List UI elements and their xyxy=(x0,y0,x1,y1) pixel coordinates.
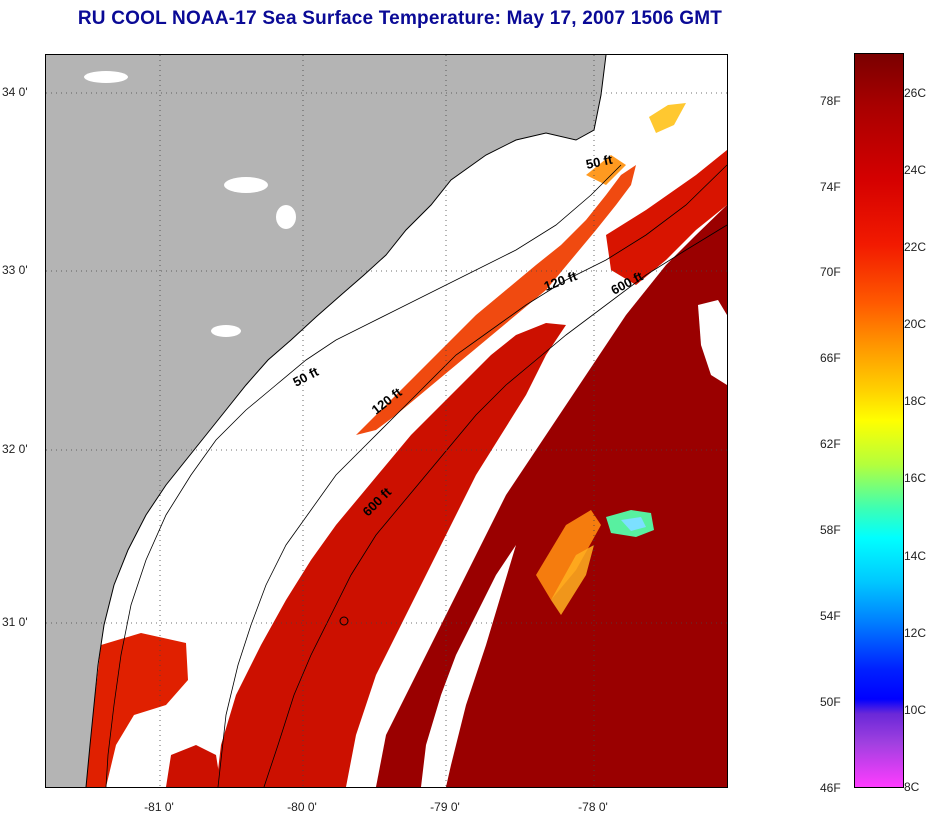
lon-tick-80: -80 0' xyxy=(287,800,317,814)
lat-tick-34: 34 0' xyxy=(2,85,28,99)
contour-50ft xyxy=(105,164,622,787)
colorbar-f-70: 70F xyxy=(820,265,841,279)
coastal-warm-spot xyxy=(649,103,686,133)
land-mass xyxy=(46,55,606,787)
lake xyxy=(211,325,241,337)
shelf-warm-region xyxy=(216,323,566,787)
colorbar-c-18: 18C xyxy=(904,394,927,408)
warm-filament-2 xyxy=(551,545,594,615)
colorbar-f-62: 62F xyxy=(820,437,841,451)
colorbar-f-78: 78F xyxy=(820,94,841,108)
lon-tick-78: -78 0' xyxy=(578,800,608,814)
southwest-warm-patch xyxy=(86,633,188,787)
sst-map-canvas: 50 ft 120 ft 600 ft 50 ft 120 ft 600 ft xyxy=(46,55,727,787)
colorbar-c-24: 24C xyxy=(904,163,927,177)
colorbar-f-58: 58F xyxy=(820,523,841,537)
colorbar-c-16: 16C xyxy=(904,471,927,485)
cool-upwelling-core xyxy=(621,517,646,531)
colorbar-c-8: 8C xyxy=(904,780,920,794)
colorbar-c-14: 14C xyxy=(904,549,927,563)
lat-tick-33: 33 0' xyxy=(2,263,28,277)
contour-label-50ft-north: 50 ft xyxy=(585,152,615,172)
eastern-cloud-hole xyxy=(698,300,727,385)
colorbar-c-26: 26C xyxy=(904,86,927,100)
eastern-warm-patch xyxy=(606,150,727,285)
lake xyxy=(224,177,268,193)
colorbar-c-22: 22C xyxy=(904,240,927,254)
graticule xyxy=(46,55,727,787)
colorbar-f-54: 54F xyxy=(820,609,841,623)
coastal-orange-region xyxy=(356,165,636,435)
colorbar-f-46: 46F xyxy=(820,781,841,795)
temperature-colorbar xyxy=(854,53,904,788)
colorbar-c-20: 20C xyxy=(904,317,927,331)
colorbar-f-50: 50F xyxy=(820,695,841,709)
lon-tick-79: -79 0' xyxy=(430,800,460,814)
lake xyxy=(276,205,296,229)
warm-filament xyxy=(536,510,601,600)
colorbar-f-74: 74F xyxy=(820,180,841,194)
cloud-gap xyxy=(421,545,516,787)
lat-tick-31: 31 0' xyxy=(2,615,28,629)
coastal-warm-spot-2 xyxy=(586,155,626,185)
colorbar-c-10: 10C xyxy=(904,703,927,717)
coastline xyxy=(85,55,607,787)
contour-600ft xyxy=(263,224,727,787)
southwest-warm-patch-2 xyxy=(166,745,221,787)
colorbar-f-66: 66F xyxy=(820,351,841,365)
map-title: RU COOL NOAA-17 Sea Surface Temperature:… xyxy=(77,8,723,29)
sst-map[interactable]: 50 ft 120 ft 600 ft 50 ft 120 ft 600 ft xyxy=(45,54,728,788)
colorbar-c-12: 12C xyxy=(904,626,927,640)
buoy-marker xyxy=(339,616,349,626)
lon-tick-81: -81 0' xyxy=(144,800,174,814)
contour-120ft xyxy=(217,164,727,787)
lat-tick-32: 32 0' xyxy=(2,442,28,456)
lake xyxy=(84,71,128,83)
